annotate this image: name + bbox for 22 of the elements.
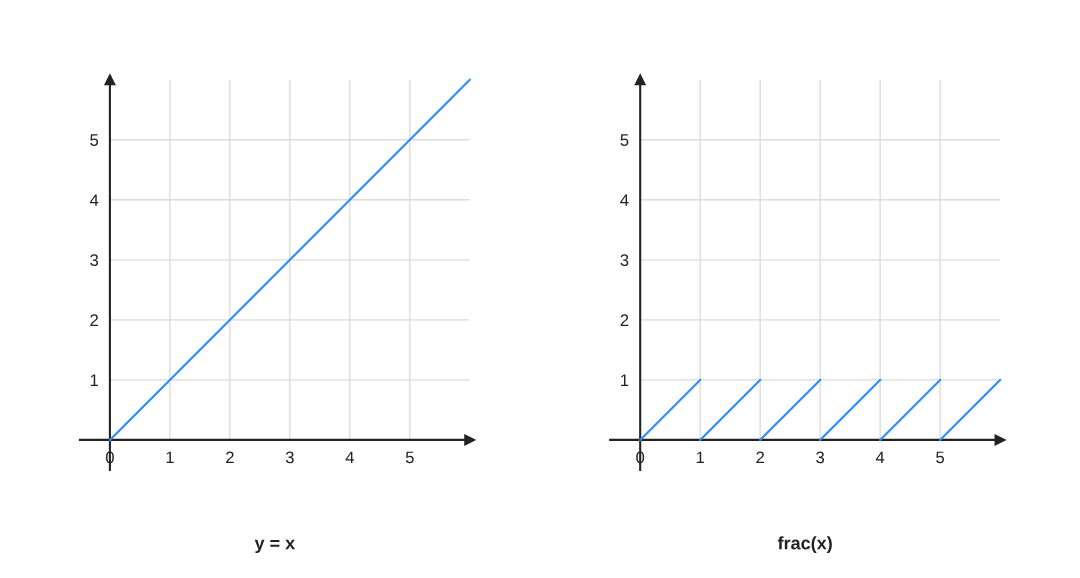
x-tick-label: 4 (875, 451, 885, 464)
x-tick-label: 2 (226, 451, 234, 464)
y-tick-label: 2 (620, 314, 629, 326)
y-tick-label: 1 (621, 374, 629, 386)
y-tick-label: 4 (89, 194, 99, 206)
x-tick-label: 1 (166, 451, 174, 464)
text: frac(x) (777, 536, 832, 554)
y-tick-label: 3 (620, 254, 629, 267)
text: y = x (254, 539, 296, 554)
x-tick-label: 4 (345, 451, 354, 464)
y-tick-label: 1 (90, 374, 98, 386)
x-tick-label: 3 (816, 451, 825, 464)
x-tick-label: 5 (936, 451, 945, 464)
x-tick-label: 2 (756, 451, 764, 464)
x-tick-label: 3 (285, 451, 294, 464)
y-tick-label: 5 (90, 134, 99, 146)
y-tick-label: 4 (620, 194, 629, 206)
y-tick-label: 2 (90, 314, 98, 326)
x-tick-label: 5 (405, 451, 414, 464)
y-tick-label: 5 (620, 134, 629, 146)
x-tick-label: 1 (696, 451, 704, 464)
y-tick-label: 3 (90, 254, 99, 267)
